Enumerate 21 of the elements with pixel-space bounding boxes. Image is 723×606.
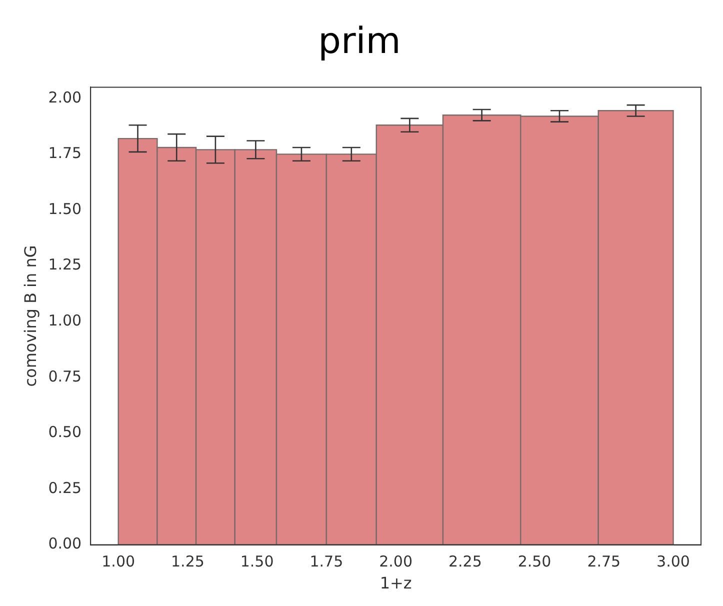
y-tick-label: 0.50 [48, 423, 82, 442]
y-tick-label: 0.00 [48, 534, 82, 553]
chart-title: prim [318, 20, 401, 62]
x-tick-label: 1.50 [240, 552, 274, 571]
x-tick-label: 1.00 [102, 552, 136, 571]
y-axis-title: comoving B in nG [20, 245, 40, 387]
y-tick-label: 1.00 [48, 311, 82, 330]
x-tick-label: 2.75 [587, 552, 621, 571]
y-tick-label: 0.25 [48, 478, 82, 497]
y-tick-label: 0.75 [48, 367, 82, 386]
y-tick-label: 1.50 [48, 200, 82, 218]
y-tick-label: 1.25 [48, 256, 82, 274]
y-tick-label: 2.00 [48, 88, 82, 106]
y-tick-label: 1.75 [48, 144, 82, 162]
x-tick-label: 2.25 [448, 552, 482, 571]
x-tick-label: 3.00 [656, 552, 690, 571]
x-tick-label: 1.25 [171, 552, 204, 571]
x-tick-label: 1.75 [310, 552, 344, 571]
x-tick-label: 2.00 [379, 552, 412, 571]
x-axis-title: 1+z [380, 574, 412, 593]
x-tick-label: 2.50 [518, 552, 552, 571]
